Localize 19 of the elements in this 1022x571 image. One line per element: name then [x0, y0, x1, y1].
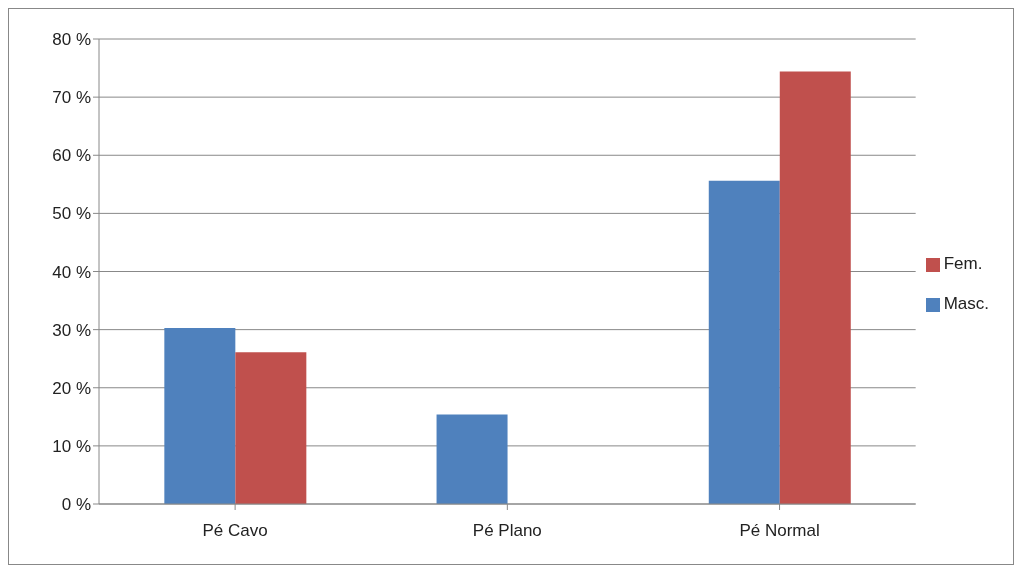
y-tick-label: 10 %	[52, 436, 91, 456]
y-tick-label: 40 %	[52, 262, 91, 282]
y-tick-label: 70 %	[52, 88, 91, 108]
legend-label: Masc.	[943, 294, 989, 313]
legend-label: Fem.	[943, 254, 983, 273]
y-tick-label: 20 %	[52, 378, 91, 398]
bar	[235, 352, 307, 504]
y-tick-label: 0 %	[61, 495, 91, 515]
x-tick-label: Pé Normal	[739, 521, 820, 541]
bar	[164, 327, 236, 504]
x-tick-label: Pé Cavo	[202, 521, 268, 541]
x-tick-label: Pé Plano	[472, 521, 542, 541]
y-tick-label: 30 %	[52, 320, 91, 340]
bar	[779, 71, 851, 504]
bar	[436, 414, 508, 504]
y-tick-label: 60 %	[52, 146, 91, 166]
y-tick-label: 80 %	[52, 30, 91, 50]
bar	[708, 180, 780, 504]
y-tick-label: 50 %	[52, 204, 91, 224]
